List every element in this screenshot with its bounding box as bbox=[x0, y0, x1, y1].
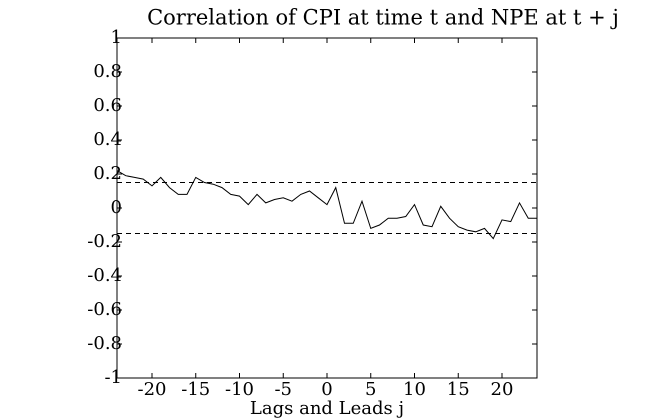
data-line bbox=[116, 170, 537, 240]
y-tick-label: 0.4 bbox=[93, 129, 122, 150]
x-tick-label: 5 bbox=[365, 379, 376, 400]
y-tick-label: -0.6 bbox=[87, 299, 122, 320]
y-tick-label: -1 bbox=[104, 367, 122, 388]
x-tick-label: 10 bbox=[403, 379, 426, 400]
y-tick-label: -0.2 bbox=[87, 231, 122, 252]
y-tick-label: 0.2 bbox=[93, 163, 122, 184]
x-tick-label: -5 bbox=[274, 379, 292, 400]
y-tick-label: 0.8 bbox=[93, 61, 122, 82]
x-tick-label: -10 bbox=[225, 379, 254, 400]
x-tick-label: -15 bbox=[181, 379, 210, 400]
y-tick-label: -0.4 bbox=[87, 265, 122, 286]
y-tick-label: 0.6 bbox=[93, 95, 122, 116]
chart-title: Correlation of CPI at time t and NPE at … bbox=[147, 6, 619, 30]
x-tick-label: 15 bbox=[447, 379, 470, 400]
x-tick-label: 20 bbox=[491, 379, 514, 400]
x-tick-label: 0 bbox=[321, 379, 332, 400]
y-tick-label: 0 bbox=[111, 197, 122, 218]
y-tick-label: 1 bbox=[111, 27, 122, 48]
plot-frame bbox=[116, 37, 538, 379]
x-tick-label: -20 bbox=[138, 379, 167, 400]
x-axis-label: Lags and Leads j bbox=[250, 398, 404, 419]
y-tick-label: -0.8 bbox=[87, 333, 122, 354]
